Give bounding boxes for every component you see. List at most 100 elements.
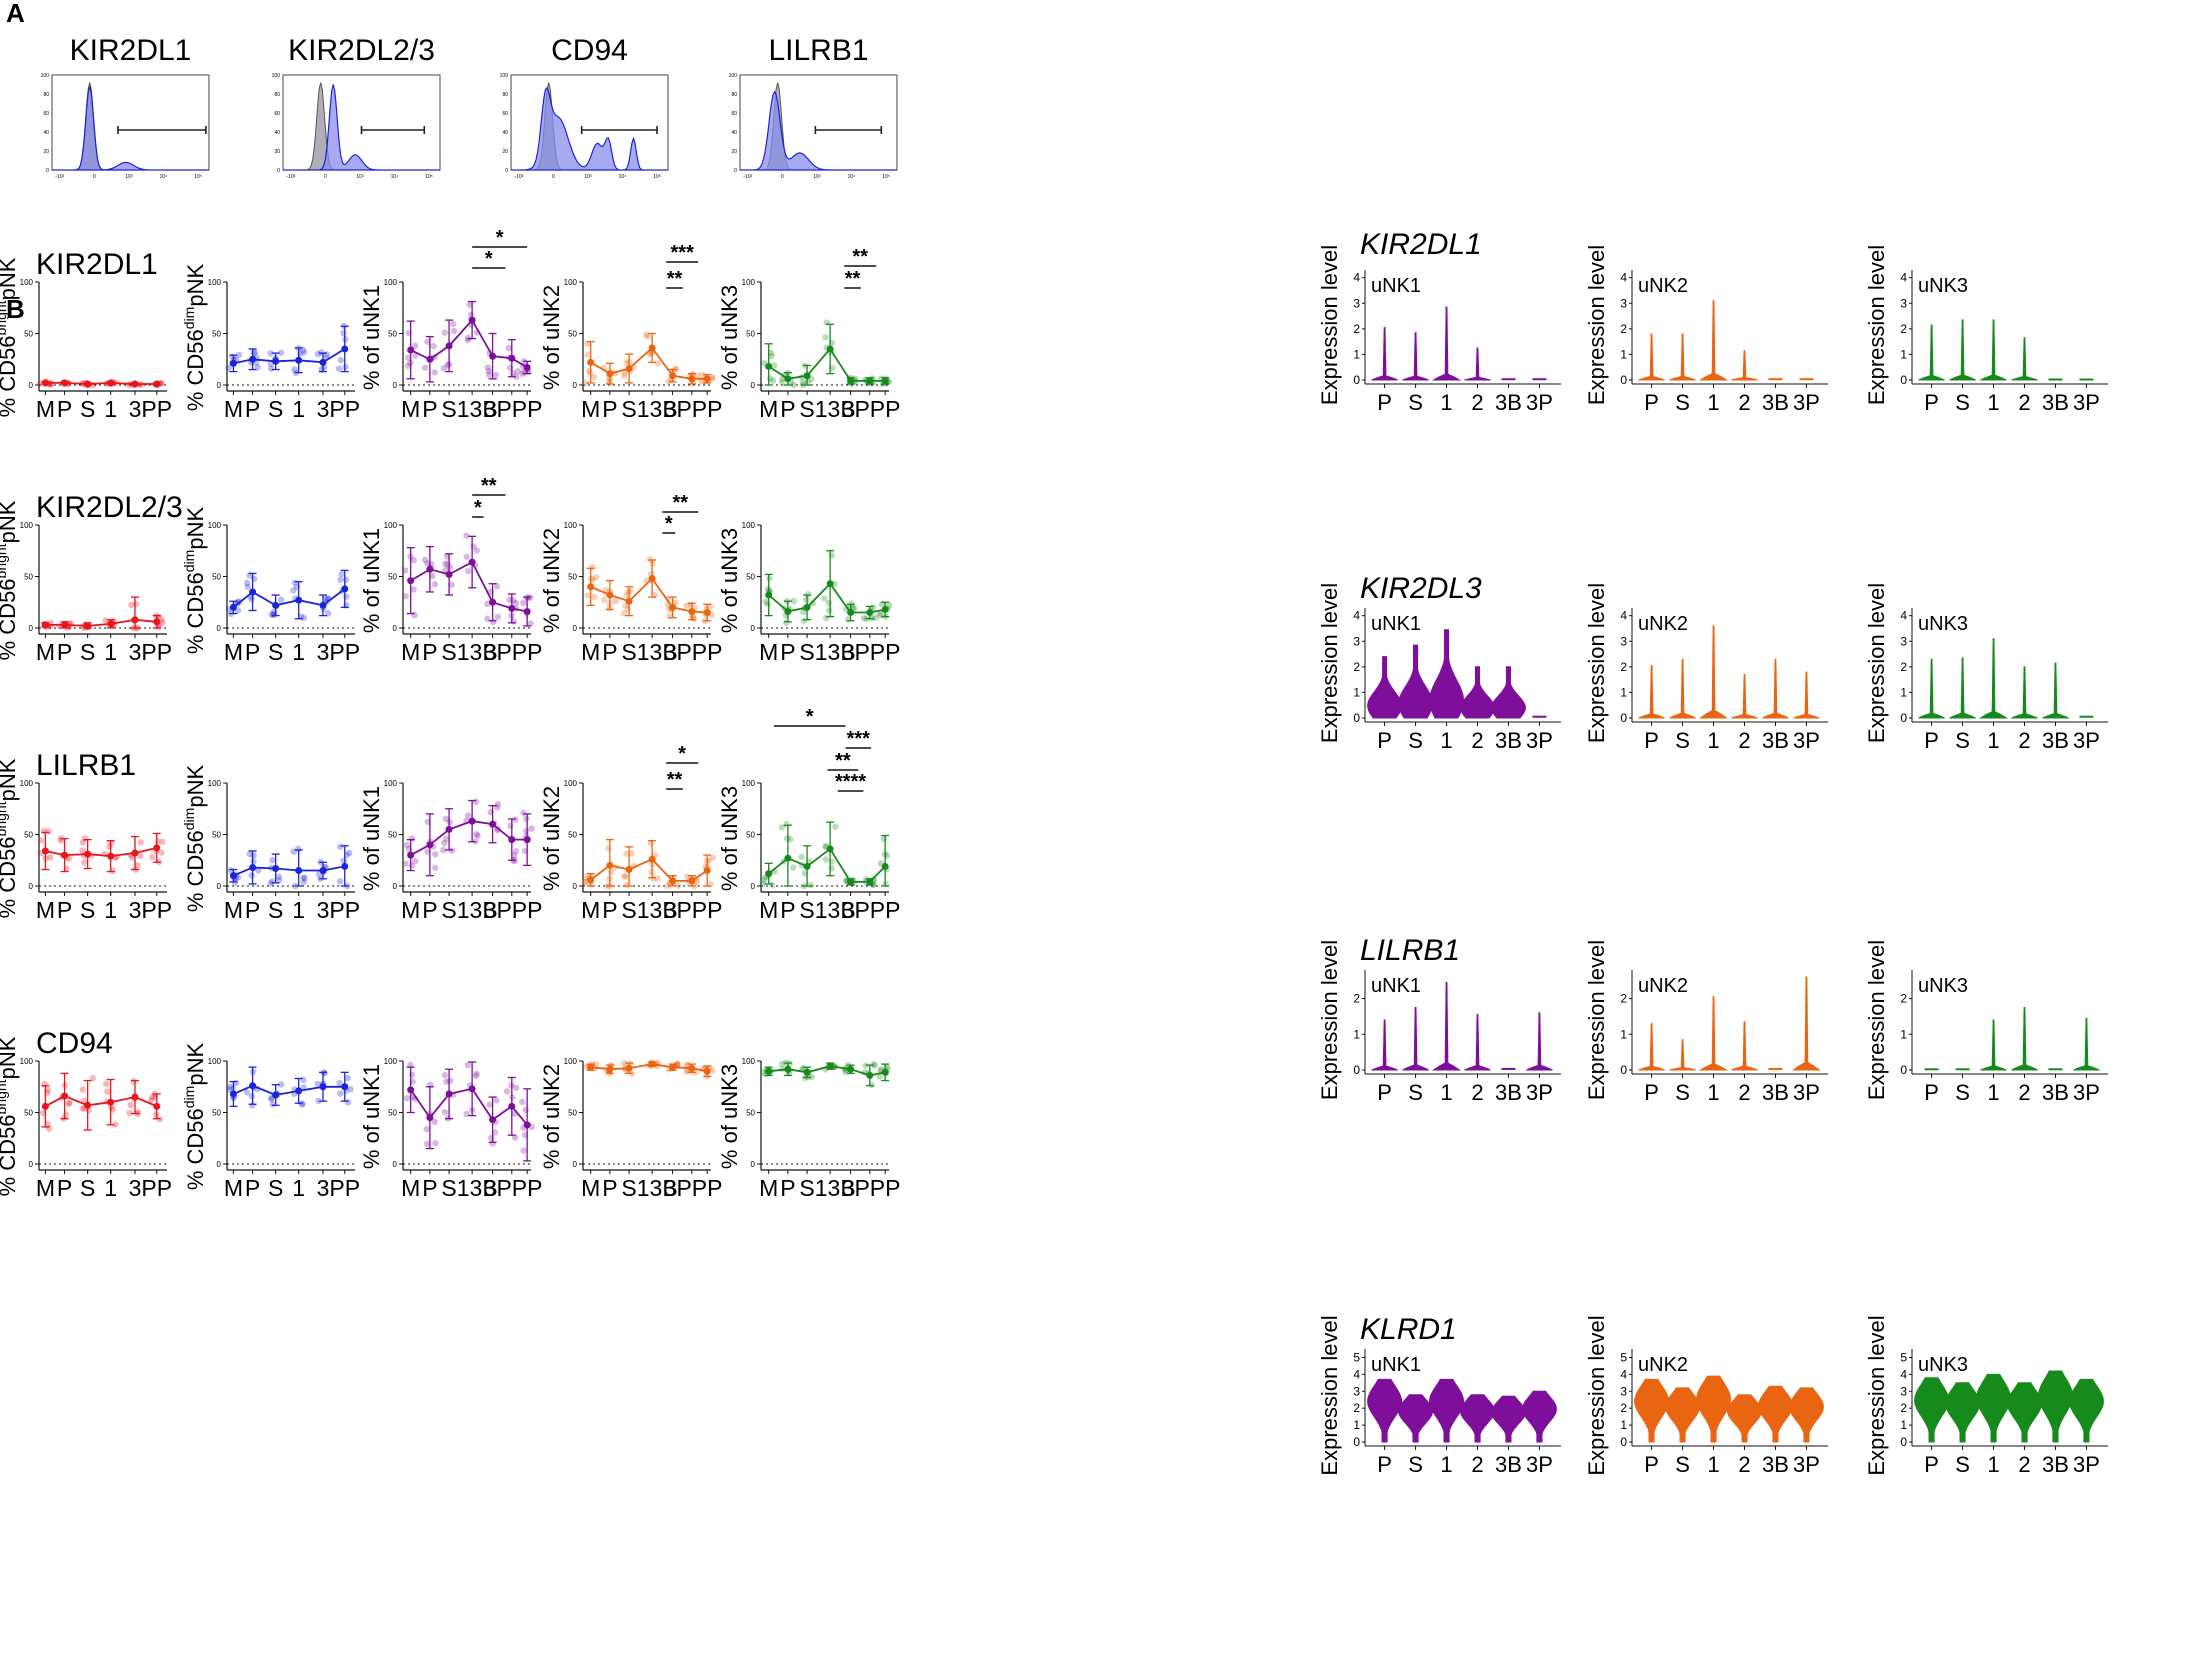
y-tick-label: 1 — [1353, 1418, 1360, 1432]
data-point — [663, 882, 671, 890]
data-point — [464, 567, 472, 575]
mean-point — [489, 820, 497, 828]
violin-shape — [1669, 333, 1696, 381]
data-point — [769, 377, 777, 384]
mean-point — [669, 877, 677, 885]
data-point — [494, 800, 502, 808]
x-category-label: 2 — [1738, 390, 1750, 415]
panel-label-a: A — [6, 0, 25, 28]
x-category-label: 13B — [815, 897, 856, 923]
violin-subset-label: uNK1 — [1371, 275, 1421, 297]
data-point — [301, 875, 308, 882]
violin-shape — [1788, 1387, 1824, 1443]
significance-label: ** — [845, 268, 861, 290]
y-tick-label: 0 — [573, 1160, 578, 1169]
y-axis-label: % CD56brightpNK — [0, 257, 20, 417]
y-axis-label: % CD56dimpNK — [181, 765, 208, 913]
violin-subset-label: uNK2 — [1638, 613, 1688, 635]
data-point — [800, 608, 807, 616]
x-category-label: S — [1675, 390, 1690, 415]
y-tick-label: 3 — [1620, 634, 1627, 648]
x-category-label: 3P — [1526, 1080, 1553, 1105]
mean-point — [41, 621, 49, 629]
y-tick-label: 0 — [573, 624, 578, 633]
y-tick-label: 100 — [564, 278, 578, 287]
data-point — [411, 611, 418, 619]
data-point — [403, 841, 411, 849]
x-category-label: S — [441, 897, 456, 923]
y-axis-label-sup: bright — [0, 543, 9, 578]
mean-point — [648, 575, 656, 583]
y-tick-label: 0 — [217, 882, 222, 891]
flow-x-tick: 10³ — [125, 174, 133, 180]
y-axis-label-sup: bright — [0, 801, 9, 836]
mean-point — [847, 1065, 855, 1073]
y-tick-label: 1 — [1900, 1027, 1907, 1041]
data-point — [44, 1121, 52, 1128]
x-category-label: S — [80, 897, 95, 923]
mean-point — [61, 851, 69, 859]
y-axis-label-part: pNK — [0, 758, 20, 801]
x-category-label: 3B — [2042, 1080, 2069, 1105]
significance-label: * — [485, 248, 493, 270]
data-point — [783, 820, 790, 828]
y-tick-label: 1 — [1900, 347, 1907, 361]
data-point — [248, 872, 255, 879]
mean-point — [319, 867, 327, 875]
x-category-label: 3PPP — [664, 1175, 723, 1201]
data-point — [343, 593, 350, 600]
data-point — [778, 824, 786, 831]
data-point — [828, 865, 835, 872]
y-tick-label: 50 — [24, 330, 33, 339]
x-category-label: M — [581, 396, 600, 422]
mean-point — [648, 855, 656, 863]
data-point — [254, 363, 261, 371]
x-category-label: 13B — [637, 1175, 678, 1201]
y-tick-label: 100 — [742, 521, 756, 530]
flow-x-tick: 0 — [552, 174, 555, 180]
data-point — [799, 379, 807, 386]
y-tick-label: 0 — [1620, 711, 1627, 725]
x-category-label: P — [780, 1175, 795, 1201]
data-point — [275, 873, 283, 880]
x-category-label: P — [602, 897, 617, 923]
mean-point — [341, 1083, 349, 1091]
x-category-label: PP — [329, 1175, 360, 1201]
data-point — [446, 564, 454, 571]
mean-point — [489, 598, 497, 606]
flow-y-tick: 0 — [505, 168, 508, 174]
data-point — [512, 1084, 520, 1092]
mean-point — [319, 1083, 327, 1091]
flow-frame — [282, 74, 441, 171]
data-point — [408, 862, 416, 869]
data-point — [789, 864, 797, 871]
data-point — [39, 1109, 47, 1117]
y-tick-label: 0 — [751, 381, 756, 390]
data-point — [821, 595, 828, 602]
data-point — [519, 1098, 526, 1106]
data-point — [592, 1060, 600, 1068]
flow-title: LILRB1 — [768, 34, 868, 67]
data-point — [790, 381, 797, 389]
data-point — [464, 812, 472, 819]
violin-shape — [2073, 1017, 2100, 1071]
data-point — [407, 1061, 414, 1069]
data-point — [429, 572, 436, 580]
y-axis-label-part: % CD56 — [183, 572, 208, 654]
x-category-label: M — [759, 396, 778, 422]
flow-x-tick: 10⁴ — [160, 174, 168, 180]
y-tick-label: 2 — [1353, 1401, 1360, 1415]
data-point — [512, 848, 520, 855]
y-tick-label: 3 — [1900, 634, 1907, 648]
data-point — [448, 581, 455, 588]
x-category-label: 2 — [2018, 1080, 2030, 1105]
data-point — [790, 597, 797, 605]
violin-shape — [2011, 1007, 2038, 1071]
mean-point — [84, 380, 92, 388]
